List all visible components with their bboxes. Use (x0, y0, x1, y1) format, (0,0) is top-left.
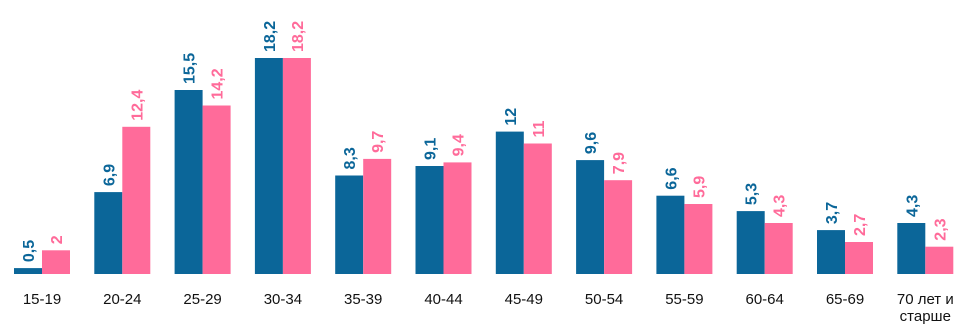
category-label: 70 лет и старше (897, 291, 954, 325)
value-label-series-2: 2,3 (932, 218, 949, 240)
category-label-line: 35-39 (344, 291, 382, 308)
category-label-line: 40-44 (424, 291, 462, 308)
value-label-series-2: 2 (49, 235, 66, 244)
category-label: 20-24 (103, 291, 141, 308)
value-label-series-1: 9,6 (583, 132, 600, 154)
value-label-series-2: 2,7 (852, 214, 869, 236)
category-label: 15-19 (23, 291, 61, 308)
category-label: 45-49 (505, 291, 543, 308)
bar-series-2-55-59 (684, 204, 713, 274)
bar-series-2-65-69 (845, 242, 873, 274)
bar-series-2-20-24 (122, 126, 151, 274)
category-label: 30-34 (264, 291, 302, 308)
bars-layer (14, 58, 954, 274)
bar-series-1-30-34 (254, 58, 283, 274)
category-label-line: 60-64 (746, 291, 784, 308)
bar-series-2-70-лет-и-старше (925, 246, 954, 274)
category-label: 35-39 (344, 291, 382, 308)
value-label-series-1: 12 (503, 108, 520, 126)
category-label-line: 45-49 (505, 291, 543, 308)
bar-series-2-25-29 (202, 105, 231, 274)
value-label-series-1: 0,5 (21, 240, 38, 262)
category-label-line: 65-69 (826, 291, 864, 308)
value-label-series-1: 6,9 (101, 164, 118, 186)
bar-series-1-60-64 (736, 211, 765, 274)
value-label-series-2: 11 (531, 120, 548, 137)
bar-series-2-60-64 (764, 223, 793, 274)
bar-series-1-35-39 (335, 175, 364, 274)
category-label-line: 25-29 (183, 291, 221, 308)
bar-series-1-40-44 (415, 166, 444, 274)
value-label-series-1: 6,6 (663, 167, 680, 189)
category-label: 50-54 (585, 291, 623, 308)
value-label-series-1: 15,5 (182, 53, 199, 84)
value-label-series-2: 5,9 (691, 176, 708, 198)
bar-series-2-40-44 (443, 162, 472, 274)
value-label-series-1: 5,3 (744, 183, 761, 205)
value-label-series-2: 7,9 (611, 152, 628, 174)
value-label-series-2: 14,2 (210, 68, 227, 99)
category-label-line: 50-54 (585, 291, 623, 308)
value-label-series-1: 3,7 (824, 202, 841, 224)
category-label-line: 30-34 (264, 291, 302, 308)
category-label-line: 15-19 (23, 291, 61, 308)
category-labels-layer: 15-19 20-24 25-29 30-34 35-39 40-44 45-49 50-54… (23, 291, 954, 325)
bar-series-1-25-29 (174, 90, 203, 274)
category-label: 25-29 (183, 291, 221, 308)
bar-series-2-15-19 (42, 250, 70, 274)
value-label-series-2: 4,3 (772, 195, 789, 217)
bar-series-2-45-49 (523, 143, 552, 274)
value-label-series-1: 9,1 (423, 138, 440, 160)
category-label: 60-64 (746, 291, 784, 308)
category-label-line: старше (900, 308, 951, 325)
bar-series-2-35-39 (363, 158, 392, 274)
bar-series-1-55-59 (656, 195, 685, 274)
value-labels-layer: 0,5 2 6,9 12,4 15,5 14,2 18,2 18,2 8,3 9,7 9,1 9,4 1… (21, 21, 949, 262)
value-label-series-1: 18,2 (262, 21, 279, 52)
category-label: 55-59 (665, 291, 703, 308)
category-label-line: 20-24 (103, 291, 141, 308)
bar-series-2-30-34 (282, 58, 311, 274)
category-label: 65-69 (826, 291, 864, 308)
value-label-series-1: 8,3 (342, 147, 359, 169)
bar-series-1-45-49 (495, 131, 524, 274)
bar-series-1-20-24 (94, 192, 123, 274)
category-label: 40-44 (424, 291, 462, 308)
bar-series-2-50-54 (604, 180, 633, 274)
category-label-line: 70 лет и (897, 291, 954, 308)
value-label-series-2: 9,7 (370, 131, 387, 153)
value-label-series-2: 18,2 (290, 21, 307, 52)
bar-series-1-15-19 (14, 268, 42, 274)
value-label-series-2: 12,4 (129, 90, 146, 121)
bar-series-1-65-69 (817, 230, 845, 274)
category-label-line: 55-59 (665, 291, 703, 308)
value-label-series-2: 9,4 (451, 134, 468, 156)
bar-series-1-50-54 (576, 160, 605, 274)
bar-series-1-70-лет-и-старше (897, 223, 926, 274)
value-label-series-1: 4,3 (904, 195, 921, 217)
